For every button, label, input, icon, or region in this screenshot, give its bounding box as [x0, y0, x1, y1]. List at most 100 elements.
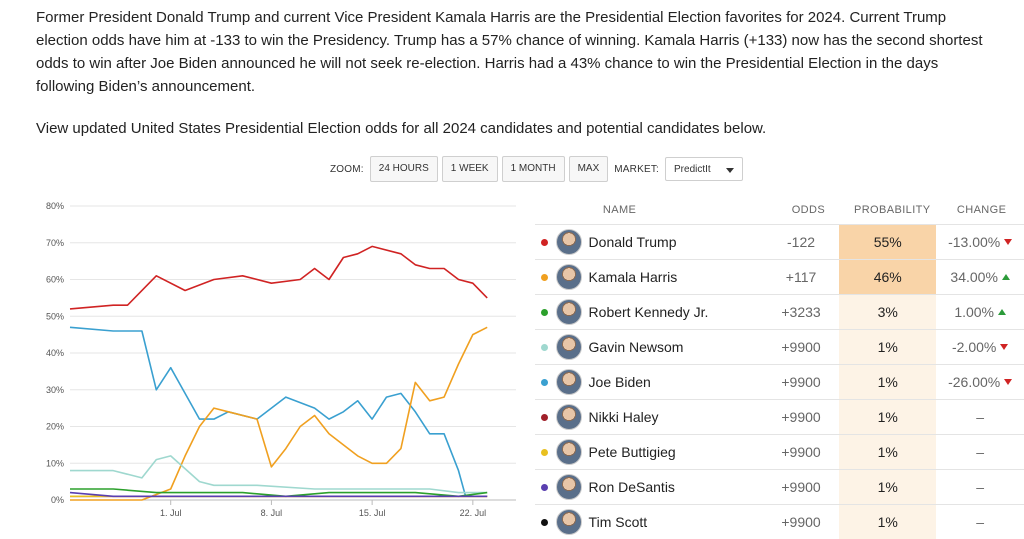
- y-tick-label: 70%: [46, 238, 64, 248]
- series-color-dot: [541, 343, 549, 351]
- series-color-dot: [541, 273, 549, 281]
- candidate-probability: 1%: [839, 470, 937, 504]
- candidate-odds: +9900: [781, 514, 821, 530]
- arrow-up-icon: [1001, 274, 1010, 280]
- candidate-change: -26.00%: [936, 374, 1024, 390]
- y-tick-label: 80%: [46, 201, 64, 211]
- candidate-odds: +9900: [781, 444, 821, 460]
- chart-controls: ZOOM: 24 HOURS 1 WEEK 1 MONTH MAX MARKET…: [330, 156, 744, 182]
- avatar: [556, 264, 583, 290]
- y-tick-label: 20%: [46, 422, 64, 432]
- candidate-change: –: [976, 514, 985, 530]
- candidate-change: 1.00%: [936, 304, 1024, 320]
- avatar: [556, 369, 583, 395]
- candidate-change: –: [976, 444, 985, 460]
- odds-table: NAME ODDS PROBABILITY CHANGE Donald Trum…: [535, 196, 1024, 539]
- table-row[interactable]: Gavin Newsom +9900 1% -2.00%: [535, 329, 1024, 364]
- series-line: [70, 488, 488, 498]
- table-row[interactable]: Joe Biden +9900 1% -26.00%: [535, 364, 1024, 399]
- market-select[interactable]: PredictIt: [665, 157, 744, 181]
- y-tick-label: 60%: [46, 275, 64, 285]
- x-tick-label: 15. Jul: [359, 508, 386, 518]
- candidate-change: –: [976, 479, 985, 495]
- candidate-name: Gavin Newsom: [588, 339, 684, 355]
- candidate-odds: +3233: [781, 304, 821, 320]
- y-tick-label: 30%: [46, 385, 64, 395]
- candidate-name: Tim Scott: [588, 514, 648, 530]
- series-color-dot: [541, 308, 549, 316]
- table-row[interactable]: Donald Trump -122 55% -13.00%: [535, 224, 1024, 259]
- table-row[interactable]: Robert Kennedy Jr. +3233 3% 1.00%: [535, 294, 1024, 329]
- y-tick-label: 10%: [46, 458, 64, 468]
- arrow-down-icon: [1000, 344, 1009, 350]
- table-row[interactable]: Nikki Haley +9900 1% –: [535, 399, 1024, 434]
- candidate-probability: 46%: [839, 260, 937, 294]
- candidate-odds: +117: [785, 269, 817, 285]
- candidate-name: Nikki Haley: [588, 409, 659, 425]
- candidate-probability: 1%: [839, 435, 937, 469]
- y-tick-label: 0%: [51, 495, 64, 505]
- series-color-dot: [541, 448, 549, 456]
- candidate-name: Pete Buttigieg: [588, 444, 676, 460]
- series-color-dot: [541, 518, 549, 526]
- zoom-label: ZOOM:: [330, 163, 364, 175]
- odds-line-chart: 0% 10% 20% 30% 40% 50% 60% 70% 80% 1. Jul 8. Jul 15…: [46, 201, 516, 518]
- candidate-name: Kamala Harris: [588, 269, 678, 285]
- candidate-change: –: [976, 409, 985, 425]
- header-probability: PROBABILITY: [853, 204, 931, 216]
- zoom-max-button[interactable]: MAX: [568, 156, 609, 182]
- arrow-up-icon: [998, 309, 1007, 315]
- y-tick-label: 40%: [46, 348, 64, 358]
- series-color-dot: [541, 238, 549, 246]
- avatar: [556, 299, 583, 325]
- candidate-change: 34.00%: [936, 269, 1024, 285]
- intro-paragraph: Former President Donald Trump and curren…: [36, 9, 983, 95]
- candidate-name: Robert Kennedy Jr.: [588, 304, 709, 320]
- table-row[interactable]: Tim Scott +9900 1% –: [535, 504, 1024, 539]
- candidate-change: -2.00%: [936, 339, 1024, 355]
- series-color-dot: [541, 378, 549, 386]
- series-line: [70, 326, 488, 501]
- view-odds-text: View updated United States Presidential …: [36, 120, 767, 137]
- avatar: [556, 439, 583, 465]
- avatar: [556, 334, 583, 360]
- zoom-24-hours-button[interactable]: 24 HOURS: [369, 156, 438, 182]
- series-color-dot: [541, 483, 549, 491]
- zoom-1-month-button[interactable]: 1 MONTH: [501, 156, 565, 182]
- chevron-down-icon: [726, 168, 735, 173]
- y-tick-label: 50%: [46, 311, 64, 321]
- avatar: [556, 229, 583, 255]
- avatar: [556, 509, 583, 535]
- candidate-odds: +9900: [781, 409, 821, 425]
- candidate-odds: -122: [787, 234, 816, 250]
- header-odds: ODDS: [791, 204, 826, 216]
- candidate-odds: +9900: [781, 339, 821, 355]
- x-tick-label: 8. Jul: [261, 508, 283, 518]
- avatar: [556, 474, 583, 500]
- candidate-name: Donald Trump: [588, 234, 677, 250]
- candidate-name: Ron DeSantis: [588, 479, 675, 495]
- candidate-change: -13.00%: [936, 234, 1024, 250]
- series-line: [69, 491, 488, 498]
- arrow-down-icon: [1004, 379, 1013, 385]
- candidate-name: Joe Biden: [588, 374, 651, 390]
- candidate-probability: 1%: [839, 330, 937, 364]
- header-name: NAME: [602, 204, 637, 216]
- series-line: [70, 455, 488, 494]
- series-color-dot: [541, 413, 549, 421]
- table-row[interactable]: Pete Buttigieg +9900 1% –: [535, 434, 1024, 469]
- candidate-probability: 1%: [839, 365, 937, 399]
- table-row[interactable]: Ron DeSantis +9900 1% –: [535, 469, 1024, 504]
- x-tick-label: 1. Jul: [160, 508, 182, 518]
- candidate-probability: 55%: [839, 225, 937, 259]
- zoom-1-week-button[interactable]: 1 WEEK: [441, 156, 498, 182]
- market-label: MARKET:: [614, 163, 660, 175]
- candidate-probability: 1%: [839, 400, 937, 434]
- arrow-down-icon: [1004, 239, 1013, 245]
- candidate-probability: 3%: [839, 295, 937, 329]
- market-select-value: PredictIt: [674, 164, 711, 175]
- candidate-odds: +9900: [781, 374, 821, 390]
- header-change: CHANGE: [956, 204, 1007, 216]
- candidate-probability: 1%: [839, 505, 937, 539]
- table-row[interactable]: Kamala Harris +117 46% 34.00%: [535, 259, 1024, 294]
